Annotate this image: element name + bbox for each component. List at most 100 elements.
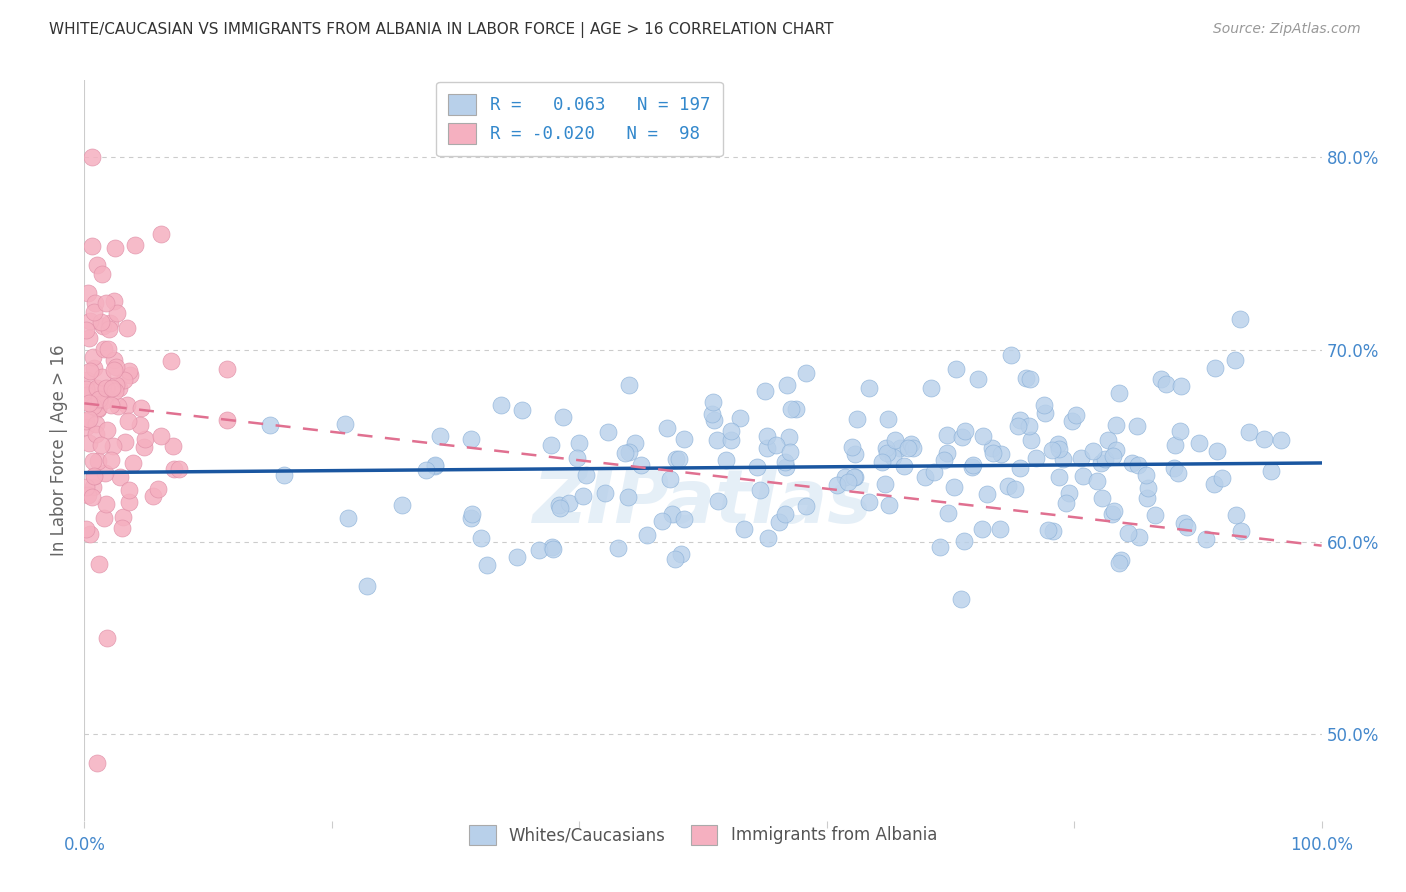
Point (146, 482, 169, 496)
Point (100, 452, 122, 467)
Point (84, 417, 107, 431)
Point (423, 458, 446, 473)
Point (87, 558, 110, 572)
Point (76, 373, 98, 387)
Point (540, 438, 562, 452)
Point (1004, 482, 1026, 496)
Point (337, 510, 360, 524)
Point (702, 408, 724, 422)
Point (794, 366, 817, 380)
Point (901, 441, 924, 455)
Point (990, 522, 1012, 536)
Point (98, 316, 121, 330)
Point (541, 540, 564, 554)
Point (86, 383, 108, 397)
Point (728, 410, 751, 425)
Point (568, 435, 591, 450)
Point (94, 466, 117, 480)
Point (83, 295, 105, 310)
Point (756, 531, 779, 545)
Point (571, 489, 593, 503)
Point (624, 436, 647, 450)
Point (1091, 491, 1114, 505)
Y-axis label: In Labor Force | Age > 16: In Labor Force | Age > 16 (49, 344, 67, 557)
Point (1116, 525, 1139, 540)
Point (1040, 443, 1063, 458)
Point (118, 494, 141, 508)
Point (117, 321, 139, 335)
Point (1015, 371, 1038, 385)
Point (93, 342, 115, 356)
Point (1108, 386, 1130, 401)
Point (1025, 451, 1047, 466)
Point (87, 402, 110, 417)
Point (768, 515, 790, 529)
Point (86, 401, 108, 415)
Point (142, 489, 165, 503)
Point (97, 321, 120, 335)
Point (1105, 442, 1128, 457)
Point (79, 331, 101, 345)
Point (117, 414, 139, 428)
Point (960, 460, 983, 475)
Point (1173, 516, 1195, 530)
Point (335, 417, 357, 431)
Point (87, 454, 110, 468)
Point (100, 381, 122, 395)
Point (922, 466, 945, 480)
Point (1018, 418, 1040, 433)
Point (755, 429, 778, 443)
Point (79, 526, 101, 541)
Point (981, 441, 1004, 455)
Point (1007, 419, 1029, 434)
Point (87, 392, 110, 406)
Point (616, 490, 638, 504)
Point (702, 395, 724, 409)
Point (630, 458, 652, 472)
Point (415, 463, 437, 477)
Point (80, 150, 103, 164)
Point (950, 430, 973, 444)
Point (773, 507, 796, 521)
Point (76, 285, 98, 300)
Point (1104, 503, 1126, 517)
Point (972, 522, 994, 536)
Point (936, 446, 959, 460)
Point (75, 382, 97, 396)
Point (841, 441, 863, 455)
Point (596, 425, 619, 440)
Point (844, 447, 866, 461)
Point (163, 461, 186, 475)
Point (703, 413, 725, 427)
Point (94, 381, 117, 395)
Point (551, 410, 574, 425)
Point (1000, 348, 1022, 362)
Point (672, 432, 695, 446)
Point (215, 361, 238, 376)
Point (1164, 437, 1187, 451)
Point (356, 579, 378, 593)
Point (897, 441, 920, 455)
Point (827, 478, 849, 492)
Point (1094, 452, 1116, 467)
Point (83, 360, 105, 375)
Point (1168, 425, 1191, 439)
Point (707, 494, 730, 508)
Point (929, 541, 952, 555)
Point (636, 528, 658, 542)
Point (423, 458, 446, 472)
Point (107, 381, 129, 395)
Point (1204, 360, 1226, 375)
Point (1042, 524, 1064, 538)
Point (837, 475, 859, 489)
Point (754, 384, 776, 398)
Point (706, 433, 728, 447)
Point (75, 480, 97, 494)
Point (1052, 451, 1074, 466)
Point (1097, 433, 1119, 447)
Point (1195, 532, 1218, 546)
Point (659, 473, 682, 487)
Legend: Whites/Caucasians, Immigrants from Albania: Whites/Caucasians, Immigrants from Alban… (457, 814, 949, 856)
Point (1019, 434, 1042, 448)
Point (115, 398, 138, 412)
